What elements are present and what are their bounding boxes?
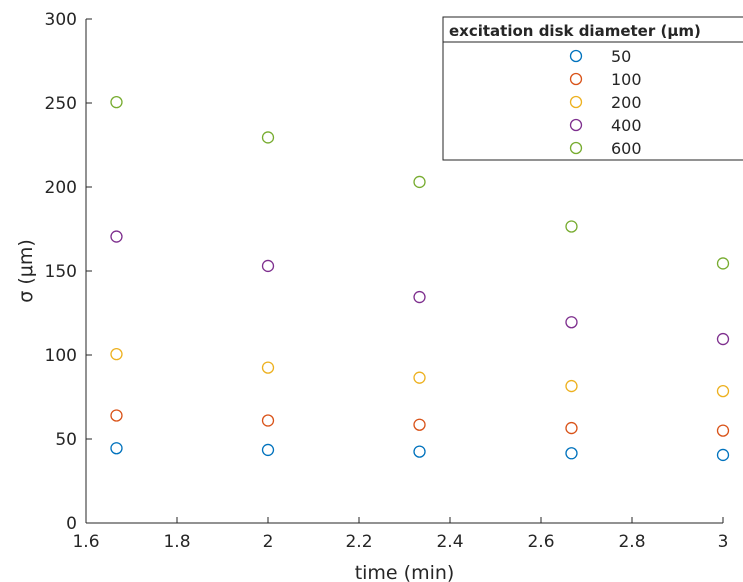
y-tick-label: 100 <box>45 346 77 366</box>
data-point-200 <box>413 371 426 384</box>
x-tick-label: 3 <box>718 532 729 552</box>
data-point-100 <box>110 409 123 422</box>
data-point-200 <box>716 384 730 398</box>
y-tick-label: 250 <box>45 94 77 114</box>
y-tick-label: 50 <box>55 430 77 450</box>
legend-title: excitation disk diameter (μm) <box>449 22 701 40</box>
data-point-50 <box>261 443 275 457</box>
y-tick-label: 150 <box>45 262 77 282</box>
legend-box <box>442 16 743 161</box>
data-point-200 <box>110 348 123 361</box>
data-point-400 <box>110 230 123 243</box>
x-tick-label: 2.4 <box>436 532 463 552</box>
data-point-100 <box>716 424 730 437</box>
data-point-600 <box>716 257 730 270</box>
data-point-100 <box>261 414 275 427</box>
legend-marker-50 <box>569 49 583 63</box>
data-point-400 <box>565 316 578 329</box>
y-tick-label: 200 <box>45 178 77 198</box>
data-point-600 <box>565 220 578 233</box>
data-point-600 <box>413 175 426 189</box>
data-point-50 <box>565 447 578 460</box>
data-point-200 <box>261 361 275 374</box>
x-tick-label: 2.6 <box>527 532 554 552</box>
legend-label-600: 600 <box>611 139 642 158</box>
data-point-100 <box>565 421 578 435</box>
x-tick-label: 2.8 <box>618 532 645 552</box>
legend-marker-200 <box>569 95 583 109</box>
data-point-100 <box>413 418 426 431</box>
y-tick-label: 300 <box>45 10 77 30</box>
y-axis-label: σ (μm) <box>15 239 37 303</box>
legend-marker-400 <box>569 118 583 132</box>
x-axis-ticks: 1.6 1.8 2 2.2 2.4 2.6 2.8 3 <box>72 517 728 552</box>
data-point-400 <box>716 332 730 346</box>
x-tick-label: 1.6 <box>72 532 99 552</box>
legend: excitation disk diameter (μm) 50 100 200 40… <box>442 16 743 161</box>
data-points <box>110 96 730 462</box>
data-point-50 <box>413 445 426 458</box>
legend-label-50: 50 <box>611 47 631 66</box>
x-tick-label: 2.2 <box>345 532 372 552</box>
data-point-50 <box>716 448 730 462</box>
legend-marker-100 <box>569 72 583 86</box>
legend-label-400: 400 <box>611 116 642 135</box>
x-axis-label: time (min) <box>355 562 455 582</box>
data-point-50 <box>110 442 123 455</box>
data-point-600 <box>110 96 123 109</box>
x-tick-label: 2 <box>263 532 274 552</box>
x-tick-label: 1.8 <box>163 532 190 552</box>
y-tick-label: 0 <box>66 514 77 534</box>
legend-items: 50 100 200 400 600 <box>569 47 642 158</box>
data-point-400 <box>261 259 275 273</box>
legend-marker-600 <box>569 141 583 155</box>
data-point-200 <box>565 379 578 393</box>
data-point-400 <box>413 290 426 304</box>
y-axis-ticks: 0 50 100 150 200 250 300 <box>45 10 92 534</box>
legend-label-200: 200 <box>611 93 642 112</box>
data-point-600 <box>261 131 275 144</box>
legend-label-100: 100 <box>611 70 642 89</box>
